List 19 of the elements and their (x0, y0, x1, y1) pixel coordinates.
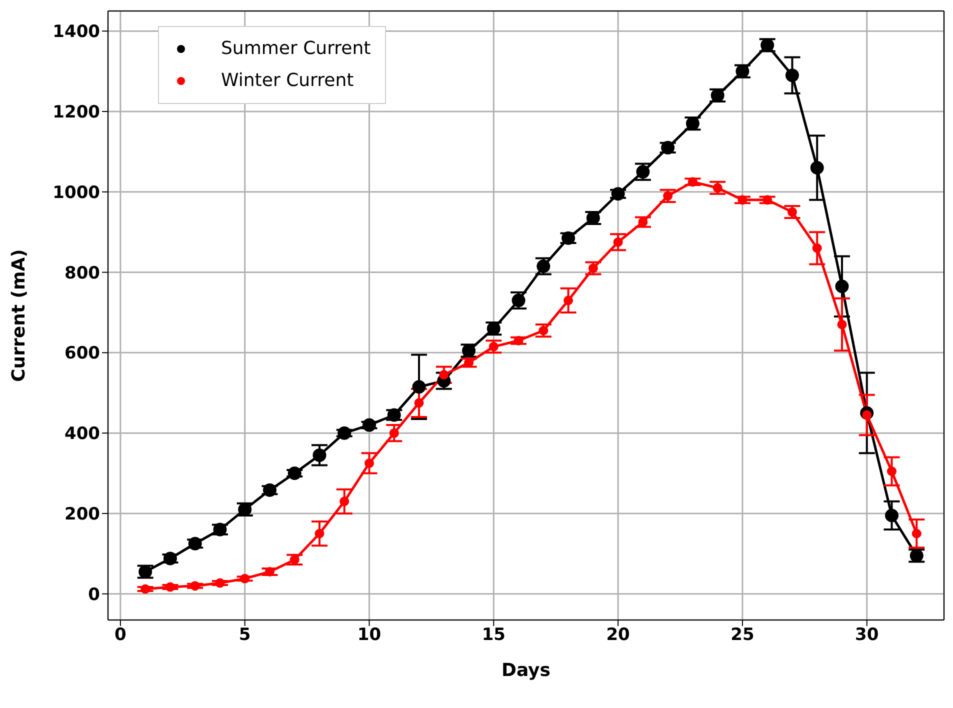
y-tick-label: 0 (88, 584, 100, 605)
x-axis-title: Days (502, 660, 550, 681)
x-tick-label: 25 (730, 625, 754, 646)
y-tick-label: 800 (64, 263, 100, 284)
y-tick-label: 1000 (52, 182, 100, 203)
legend-label: Summer Current (221, 37, 371, 61)
y-axis-title: Current (mA) (8, 249, 30, 382)
x-tick-label: 5 (238, 625, 251, 646)
x-tick-label: 10 (357, 625, 382, 646)
y-tick-label: 1200 (52, 102, 100, 123)
y-tick-label: 1400 (52, 22, 100, 42)
x-tick-label: 30 (855, 625, 879, 646)
x-tick-label: 15 (482, 625, 506, 646)
y-tick-label: 600 (64, 344, 100, 364)
y-tick-label: 200 (64, 504, 100, 525)
x-tick-label: 20 (606, 625, 630, 646)
legend-label: Winter Current (221, 69, 354, 93)
y-tick-label: 400 (64, 424, 100, 444)
x-tick-label: 0 (114, 625, 127, 646)
